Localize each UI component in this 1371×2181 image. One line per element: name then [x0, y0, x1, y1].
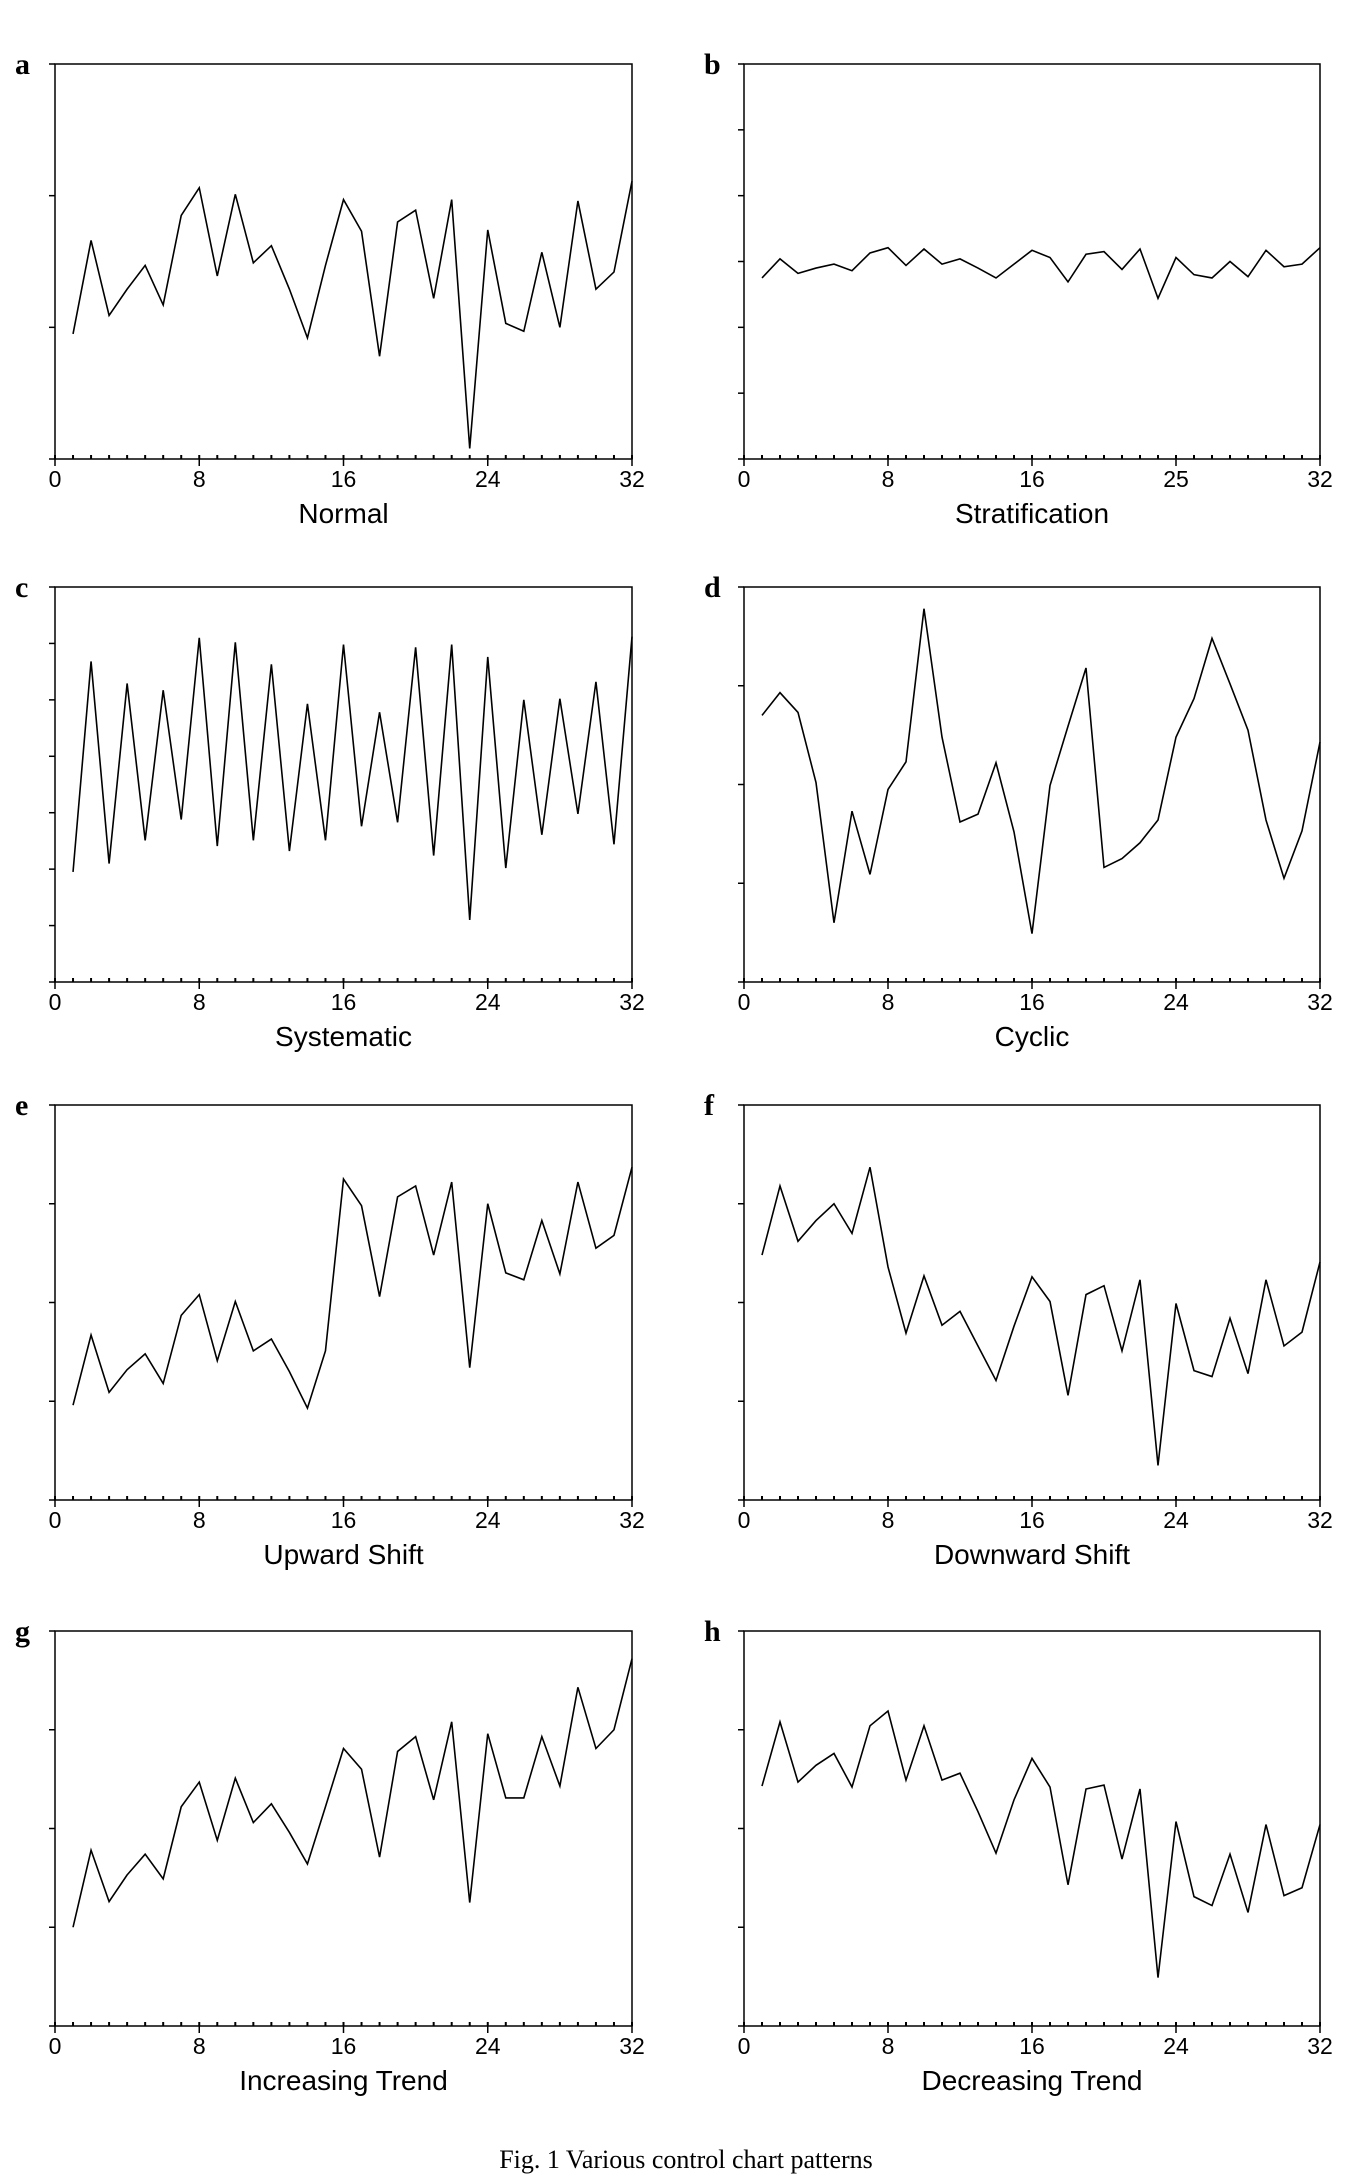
- x-tick-label: 16: [331, 466, 357, 492]
- x-tick-label: 0: [738, 466, 751, 492]
- x-tick-label: 32: [1307, 989, 1333, 1015]
- panel-label: a: [15, 48, 30, 81]
- panel-label: h: [704, 1615, 721, 1648]
- x-tick-label: 16: [331, 989, 357, 1015]
- x-tick-label: 0: [49, 1507, 62, 1533]
- plot-frame: [743, 1630, 1321, 2027]
- x-axis-label: Cyclic: [995, 1021, 1070, 1052]
- x-axis-label: Stratification: [955, 498, 1109, 529]
- panel-label: f: [704, 1089, 715, 1122]
- x-axis-label: Systematic: [275, 1021, 412, 1052]
- x-tick-label: 16: [1019, 989, 1045, 1015]
- x-tick-label: 32: [1307, 1507, 1333, 1533]
- x-tick-label: 32: [619, 1507, 645, 1533]
- x-tick-label: 24: [475, 2033, 501, 2059]
- plot-frame: [743, 63, 1321, 460]
- x-tick-label: 16: [331, 1507, 357, 1533]
- x-axis-label: Upward Shift: [263, 1539, 424, 1570]
- panel-label: b: [704, 48, 721, 81]
- x-axis-label: Increasing Trend: [239, 2065, 448, 2096]
- data-line: [761, 608, 1321, 934]
- panel-label: c: [15, 571, 28, 604]
- x-tick-label: 16: [1019, 2033, 1045, 2059]
- x-tick-label: 0: [738, 989, 751, 1015]
- x-axis-label: Decreasing Trend: [921, 2065, 1142, 2096]
- x-tick-label: 32: [619, 466, 645, 492]
- panel-label: e: [15, 1089, 28, 1122]
- plot-frame: [743, 1104, 1321, 1501]
- x-tick-label: 32: [1307, 2033, 1333, 2059]
- x-tick-label: 16: [1019, 466, 1045, 492]
- x-tick-label: 24: [475, 1507, 501, 1533]
- x-tick-label: 24: [475, 466, 501, 492]
- data-line: [72, 1167, 633, 1411]
- x-tick-label: 0: [738, 2033, 751, 2059]
- plot-frame: [54, 1630, 633, 2027]
- plot-frame: [54, 1104, 633, 1501]
- x-tick-label: 32: [619, 2033, 645, 2059]
- caption: Fig. 1 Various control chart patterns: [499, 2145, 873, 2174]
- x-tick-label: 25: [1163, 466, 1189, 492]
- x-tick-label: 32: [1307, 466, 1333, 492]
- plot-frame: [54, 63, 633, 460]
- x-tick-label: 32: [619, 989, 645, 1015]
- plot-frame: [743, 586, 1321, 983]
- x-tick-label: 0: [49, 2033, 62, 2059]
- x-tick-label: 16: [1019, 1507, 1045, 1533]
- x-tick-label: 24: [1163, 1507, 1189, 1533]
- x-tick-label: 8: [193, 989, 206, 1015]
- x-tick-label: 8: [882, 989, 895, 1015]
- panel-label: g: [15, 1615, 30, 1648]
- x-axis-label: Downward Shift: [934, 1539, 1130, 1570]
- x-tick-label: 8: [882, 1507, 895, 1533]
- x-tick-label: 8: [193, 1507, 206, 1533]
- data-line: [761, 246, 1321, 301]
- x-tick-label: 8: [882, 466, 895, 492]
- x-tick-label: 8: [193, 2033, 206, 2059]
- x-tick-label: 24: [1163, 989, 1189, 1015]
- data-line: [72, 181, 633, 449]
- x-axis-label: Normal: [298, 498, 388, 529]
- data-line: [761, 1167, 1321, 1466]
- x-tick-label: 16: [331, 2033, 357, 2059]
- x-tick-label: 8: [882, 2033, 895, 2059]
- x-tick-label: 0: [49, 989, 62, 1015]
- x-tick-label: 24: [475, 989, 501, 1015]
- x-tick-label: 8: [193, 466, 206, 492]
- data-line: [761, 1709, 1321, 1978]
- panel-label: d: [704, 571, 721, 604]
- x-tick-label: 0: [738, 1507, 751, 1533]
- data-line: [72, 1658, 633, 1928]
- x-tick-label: 24: [1163, 2033, 1189, 2059]
- data-line: [72, 636, 633, 920]
- x-tick-label: 0: [49, 466, 62, 492]
